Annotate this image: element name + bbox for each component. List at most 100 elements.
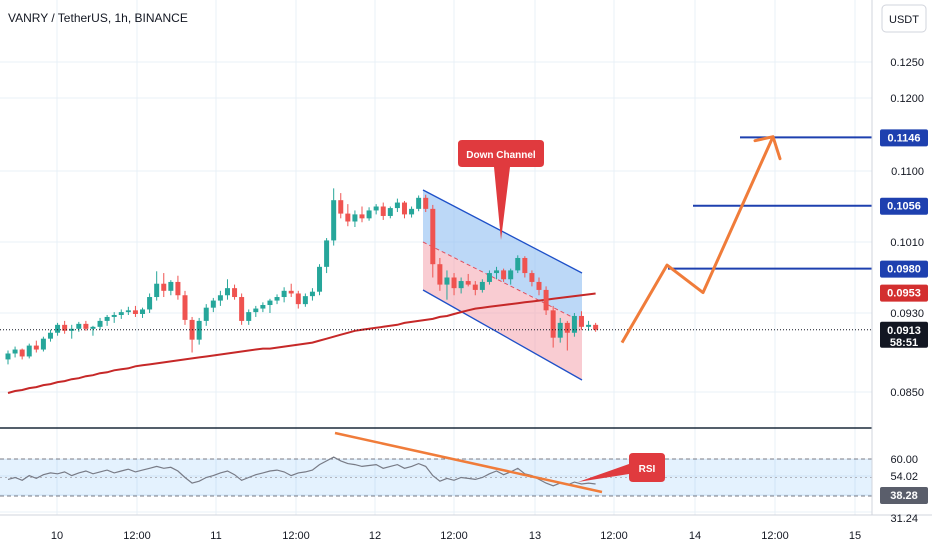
candle-body (274, 297, 280, 301)
candle (536, 277, 542, 296)
candle (5, 350, 11, 365)
candle (168, 280, 174, 296)
candle (543, 286, 549, 315)
candle (90, 325, 96, 336)
channel-mid-line (422, 241, 583, 323)
candle-body (83, 323, 89, 329)
candle (409, 206, 415, 218)
candle (352, 210, 358, 228)
candle-body (69, 328, 75, 331)
candle (69, 324, 75, 339)
candle-body (451, 277, 457, 289)
candle (83, 320, 89, 331)
moving-average-line (7, 292, 596, 394)
candle (232, 284, 238, 300)
currency-label: USDT (889, 14, 919, 26)
candle (246, 309, 252, 325)
candle (175, 275, 181, 300)
target-levels-layer (0, 136, 872, 331)
x-tick-label: 13 (529, 530, 541, 542)
price-tag[interactable]: 0.0953 (880, 284, 928, 302)
rsi-line (7, 456, 596, 487)
candle-body (557, 322, 563, 338)
rsi-tick-label: 31.24 (890, 513, 918, 525)
candle (508, 268, 514, 285)
candle-body (494, 270, 500, 274)
candle (416, 195, 422, 212)
candle (515, 255, 521, 274)
candle-body (508, 270, 514, 280)
candle-body (104, 316, 110, 321)
candle-body (154, 283, 160, 298)
candle (302, 293, 308, 307)
candle-body (19, 349, 25, 357)
candle-body (317, 266, 323, 292)
rsi-value-tag-bg (880, 487, 928, 504)
price-tag[interactable]: 0.1056 (880, 197, 928, 215)
channel-bottom-line (422, 289, 583, 381)
candle-body (132, 310, 138, 314)
projection-arrowhead (753, 135, 782, 161)
candle-body (40, 338, 46, 350)
candle-body (352, 214, 358, 222)
candle (387, 206, 393, 219)
channel-upper-fill (423, 190, 582, 322)
candle (224, 279, 230, 300)
candle (40, 336, 46, 352)
candle (111, 312, 117, 323)
candle-body (401, 202, 407, 215)
price-tag[interactable]: 0.1146 (880, 129, 928, 147)
x-tick-label: 12:00 (282, 530, 310, 542)
candle-body (118, 312, 124, 315)
x-tick-label: 15 (849, 530, 861, 542)
candle-body (394, 202, 400, 209)
channel-callout-text: Down Channel (466, 150, 536, 161)
candle-body (175, 281, 181, 296)
projection-path-line (620, 136, 775, 344)
candle-body (423, 197, 429, 209)
candle (345, 204, 351, 227)
price-tag[interactable]: 0.0980 (880, 260, 928, 278)
candle-body (246, 312, 252, 321)
price-tag-bg (880, 129, 928, 147)
candle (161, 273, 167, 298)
candle-body (111, 314, 117, 317)
x-tick-label: 14 (689, 530, 701, 542)
candle-body (366, 210, 372, 219)
candle (494, 266, 500, 280)
candles-layer (5, 188, 599, 365)
down-channel-layer (422, 189, 583, 381)
candle (19, 348, 25, 360)
candle (125, 306, 131, 315)
candle (239, 293, 245, 325)
candle (210, 297, 216, 313)
candle-body (288, 290, 294, 294)
rsi-value-tag[interactable]: 38.28 (880, 487, 928, 504)
candle (274, 294, 280, 305)
candle (324, 238, 330, 274)
candle-body (550, 310, 556, 338)
candle (267, 298, 273, 313)
moving-average-layer (7, 292, 596, 394)
rsi-tick-label: 54.02 (890, 471, 918, 483)
candle-body (486, 273, 492, 282)
candle-body (295, 293, 301, 305)
price-tag-bg (880, 284, 928, 302)
rsi-tick-label: 60.00 (890, 454, 918, 466)
candle-body (536, 281, 542, 290)
candle-body (472, 284, 478, 290)
candle (394, 198, 400, 213)
candle-body (12, 349, 18, 354)
price-tag-bg (880, 321, 928, 348)
candle (458, 277, 464, 294)
candle (97, 317, 103, 330)
candle (281, 287, 287, 303)
price-tag-bg (880, 197, 928, 215)
candle-body (522, 257, 528, 274)
candle-body (281, 290, 287, 298)
currency-button[interactable]: USDT (881, 4, 927, 33)
candle-body (147, 297, 153, 310)
y-tick-label: 0.1200 (890, 93, 924, 105)
